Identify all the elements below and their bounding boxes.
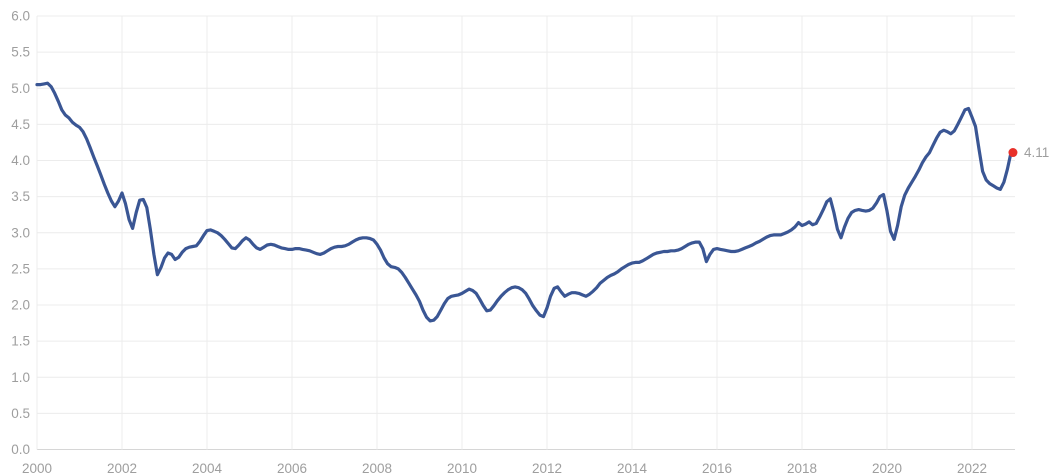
end-point-marker (1008, 148, 1018, 158)
y-tick-label: 0.5 (11, 406, 30, 421)
y-tick-label: 2.0 (11, 298, 30, 313)
x-tick-label: 2000 (22, 461, 52, 476)
x-axis-tick-labels: 2000 2002 2004 2006 2008 2010 2012 2014 2016 2018… (22, 461, 987, 476)
vertical-gridlines (36, 16, 973, 450)
x-tick-label: 2002 (107, 461, 137, 476)
end-value-label: 4.11 (1024, 145, 1049, 160)
data-line (35, 81, 1013, 323)
y-tick-label: 3.0 (11, 225, 30, 240)
x-tick-label: 2016 (702, 461, 732, 476)
horizontal-gridlines (37, 15, 1015, 450)
y-axis-tick-labels: 0.0 0.5 1.0 1.5 2.0 2.5 3.0 3.5 4.0 4.5 5.0 5.5 6.0 (11, 9, 30, 458)
x-tick-label: 2022 (957, 461, 987, 476)
x-tick-label: 2012 (532, 461, 562, 476)
y-tick-label: 2.5 (11, 261, 30, 276)
y-tick-label: 3.5 (11, 189, 30, 204)
x-tick-label: 2010 (447, 461, 477, 476)
y-tick-label: 4.0 (11, 153, 30, 168)
x-tick-label: 2014 (617, 461, 648, 476)
y-tick-label: 4.5 (11, 117, 30, 132)
x-tick-label: 2008 (362, 461, 392, 476)
y-tick-label: 1.0 (11, 370, 30, 385)
x-tick-label: 2018 (787, 461, 817, 476)
y-tick-label: 0.0 (11, 442, 30, 457)
x-tick-label: 2004 (192, 461, 223, 476)
y-tick-label: 6.0 (11, 9, 30, 24)
y-tick-label: 5.0 (11, 81, 30, 96)
y-tick-label: 1.5 (11, 334, 30, 349)
y-tick-label: 5.5 (11, 45, 30, 60)
x-tick-label: 2006 (277, 461, 307, 476)
x-tick-label: 2020 (872, 461, 902, 476)
